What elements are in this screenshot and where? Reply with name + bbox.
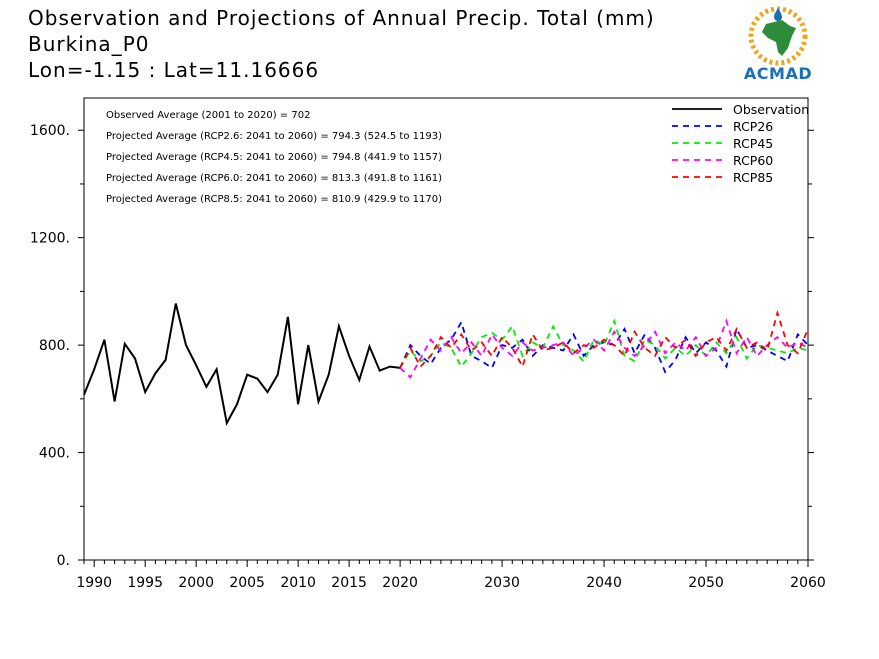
- x-tick-label: 2005: [229, 575, 265, 591]
- legend-label-rcp26: RCP26: [733, 119, 773, 134]
- x-tick-label: 2010: [280, 575, 316, 591]
- logo-text: ACMAD: [743, 64, 813, 83]
- y-tick-label: 1600.: [30, 123, 70, 139]
- x-tick-label: 2015: [331, 575, 367, 591]
- y-tick-label: 0.: [57, 553, 70, 569]
- plot-frame: [83, 97, 809, 561]
- legend-label-rcp85: RCP85: [733, 170, 773, 185]
- annotation-text: Observed Average (2001 to 2020) = 702: [106, 110, 310, 121]
- x-tick-label: 2000: [178, 575, 214, 591]
- acmad-logo: ACMAD: [738, 6, 818, 84]
- series-line-rcp45: [399, 318, 809, 369]
- annotation-text: Projected Average (RCP8.5: 2041 to 2060)…: [106, 194, 442, 205]
- x-tick-label: 1990: [76, 575, 112, 591]
- location-label: Burkina_P0: [28, 32, 150, 56]
- y-tick-label: 400.: [39, 446, 70, 462]
- chart-title: Observation and Projections of Annual Pr…: [28, 6, 655, 30]
- x-tick-label: 2060: [790, 575, 826, 591]
- africa-sun-logo-icon: [748, 6, 808, 66]
- x-tick-label: 2020: [382, 575, 418, 591]
- x-tick-label: 2050: [688, 575, 724, 591]
- coordinates-label: Lon=-1.15 : Lat=11.16666: [28, 58, 320, 82]
- y-tick-label: 1200.: [30, 231, 70, 247]
- series-line-rcp60: [399, 318, 809, 379]
- annotation-text: Projected Average (RCP4.5: 2041 to 2060)…: [106, 152, 442, 163]
- x-tick-label: 1995: [127, 575, 163, 591]
- y-tick-label: 800.: [39, 338, 70, 354]
- annotation-text: Projected Average (RCP2.6: 2041 to 2060)…: [106, 131, 442, 142]
- annotation-text: Projected Average (RCP6.0: 2041 to 2060)…: [106, 173, 442, 184]
- x-tick-label: 2040: [586, 575, 622, 591]
- x-tick-label: 2030: [484, 575, 520, 591]
- series-line-observation: [83, 303, 401, 426]
- legend-label-rcp60: RCP60: [733, 153, 773, 168]
- series-line-rcp85: [399, 309, 809, 369]
- legend-label-observation: Observation: [733, 102, 809, 117]
- legend-label-rcp45: RCP45: [733, 136, 773, 151]
